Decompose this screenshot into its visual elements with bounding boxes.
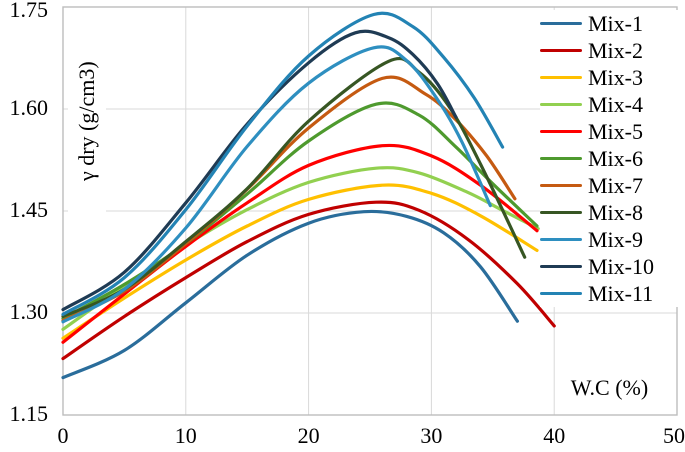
x-tick-label: 50: [663, 423, 685, 448]
legend-item-mix-10: Mix-10: [540, 253, 682, 280]
x-tick-label: 10: [175, 423, 197, 448]
legend-item-mix-4: Mix-4: [540, 91, 682, 118]
legend-item-mix-9: Mix-9: [540, 226, 682, 253]
legend-item-mix-11: Mix-11: [540, 280, 682, 307]
legend-label: Mix-1: [588, 10, 643, 36]
legend-swatch: [540, 237, 582, 242]
legend-label: Mix-5: [588, 118, 643, 144]
legend-swatch: [540, 291, 582, 296]
legend-swatch: [540, 156, 582, 161]
legend-label: Mix-7: [588, 172, 643, 198]
y-tick-label: 1.15: [10, 401, 49, 426]
legend-label: Mix-9: [588, 226, 643, 252]
x-tick-label: 30: [420, 423, 442, 448]
y-tick-label: 1.45: [10, 197, 49, 222]
legend-label: Mix-8: [588, 199, 643, 225]
legend: Mix-1 Mix-2 Mix-3 Mix-4 Mix-5 Mix-6 Mix-7 Mix-8…: [540, 10, 682, 307]
legend-item-mix-2: Mix-2: [540, 37, 682, 64]
curve-Mix-8: [61, 56, 527, 318]
legend-label: Mix-4: [588, 91, 643, 117]
curve-Mix-3: [61, 183, 539, 340]
x-axis-title: W.C (%): [556, 371, 663, 405]
legend-swatch: [540, 183, 582, 188]
legend-item-mix-3: Mix-3: [540, 64, 682, 91]
y-tick-label: 1.60: [10, 95, 49, 120]
legend-item-mix-7: Mix-7: [540, 172, 682, 199]
legend-item-mix-1: Mix-1: [540, 10, 682, 37]
legend-swatch: [540, 48, 582, 53]
legend-label: Mix-6: [588, 145, 643, 171]
legend-label: Mix-3: [588, 64, 643, 90]
x-tick-label: 20: [298, 423, 320, 448]
x-tick-label: 40: [543, 423, 565, 448]
legend-swatch: [540, 129, 582, 134]
legend-swatch: [540, 102, 582, 107]
curve-Mix-11: [61, 11, 505, 316]
curve-Mix-9: [61, 45, 492, 324]
legend-label: Mix-10: [588, 253, 654, 279]
curve-Mix-1: [61, 209, 519, 380]
x-tick-label: 0: [58, 423, 69, 448]
curve-Mix-2: [61, 200, 556, 361]
legend-swatch: [540, 75, 582, 80]
legend-label: Mix-11: [588, 280, 654, 306]
y-axis-title: γ dry (g/cm3): [68, 22, 106, 220]
legend-item-mix-8: Mix-8: [540, 199, 682, 226]
legend-item-mix-5: Mix-5: [540, 118, 682, 145]
legend-item-mix-6: Mix-6: [540, 145, 682, 172]
curve-Mix-7: [61, 75, 517, 323]
curve-Mix-10: [61, 29, 458, 312]
legend-swatch: [540, 21, 582, 26]
legend-swatch: [540, 264, 582, 269]
legend-label: Mix-2: [588, 37, 643, 63]
y-tick-label: 1.30: [10, 299, 49, 324]
curve-Mix-4: [61, 166, 540, 331]
legend-swatch: [540, 210, 582, 215]
y-tick-label: 1.75: [10, 0, 49, 22]
